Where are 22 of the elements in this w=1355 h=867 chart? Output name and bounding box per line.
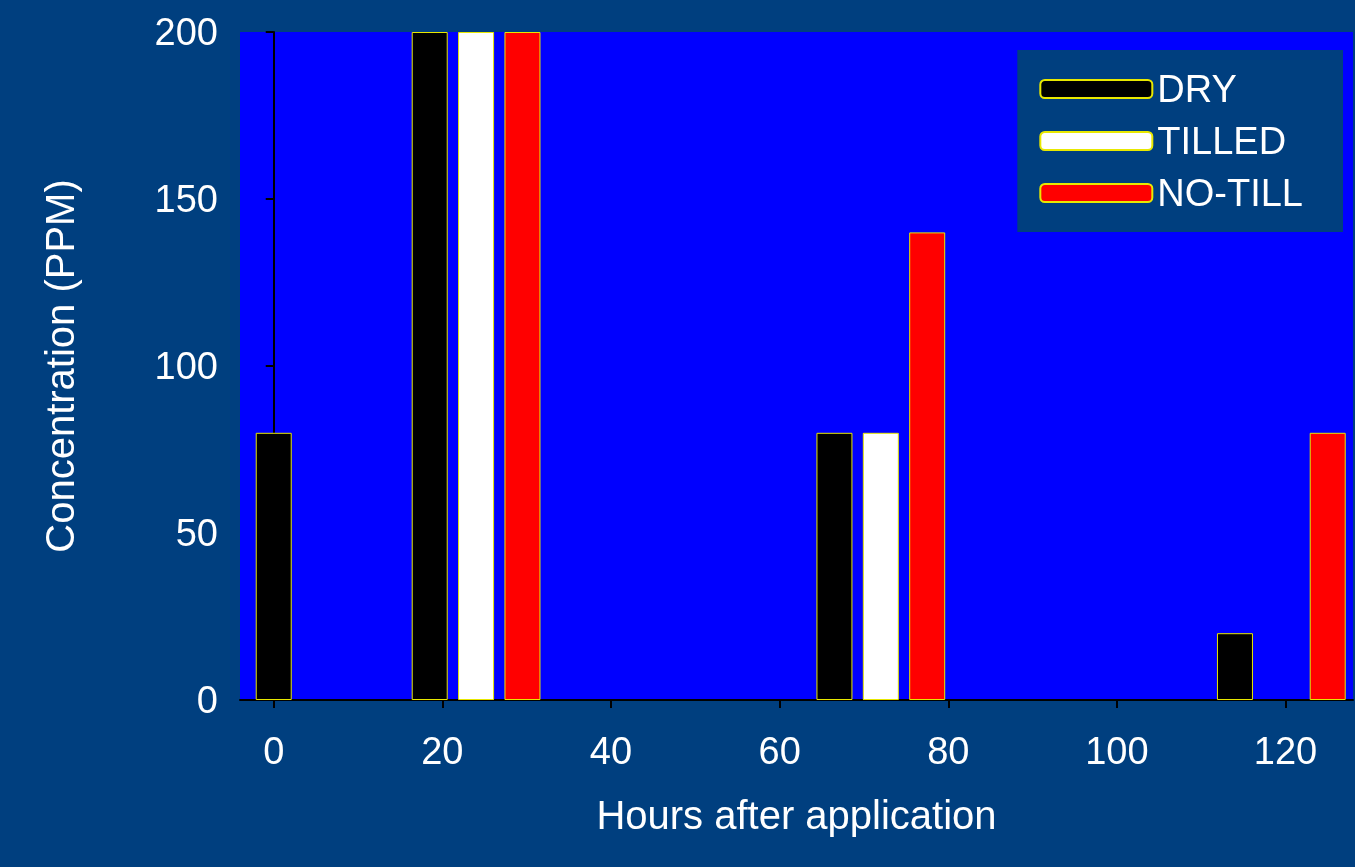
bar xyxy=(862,432,899,700)
bar xyxy=(504,32,541,700)
y-tick-label: 0 xyxy=(196,679,218,721)
bar xyxy=(909,232,946,700)
x-tick-label: 100 xyxy=(1085,730,1149,772)
x-tick-label: 20 xyxy=(421,730,464,772)
x-tick-label: 40 xyxy=(589,730,633,772)
y-tick-label: 50 xyxy=(175,512,218,554)
x-tick-label: 60 xyxy=(758,730,801,772)
x-tick-label: 80 xyxy=(927,730,970,772)
legend-label: DRY xyxy=(1157,68,1237,110)
legend-label: TILLED xyxy=(1157,120,1287,162)
bar xyxy=(1309,432,1346,700)
y-axis-title: Concentration (PPM) xyxy=(38,179,82,553)
y-tick-label: 150 xyxy=(154,178,218,220)
y-tick-label: 200 xyxy=(154,11,218,53)
bar xyxy=(458,32,495,700)
x-axis-title: Hours after application xyxy=(596,793,997,837)
x-tick-label: 120 xyxy=(1253,730,1318,772)
legend-label: NO-TILL xyxy=(1157,172,1304,214)
x-tick-label: 0 xyxy=(263,730,285,772)
y-tick-label: 100 xyxy=(154,345,218,387)
